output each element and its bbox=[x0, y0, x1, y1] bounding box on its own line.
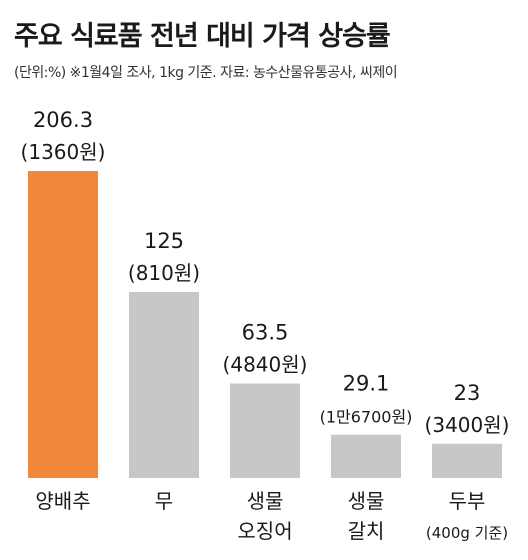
category-label: 갈치 bbox=[348, 519, 385, 543]
chart-subtitle: (단위:%) ※1월4일 조사, 1kg 기준. 자료: 농수산물유통공사, 씨… bbox=[14, 65, 398, 81]
value-label: 23 bbox=[454, 381, 481, 405]
price-label: (1360원) bbox=[21, 140, 106, 164]
price-label: (3400원) bbox=[425, 413, 510, 437]
bar bbox=[28, 171, 98, 478]
category-label: 양배추 bbox=[35, 489, 90, 513]
category-label: (400g 기준) bbox=[426, 524, 508, 542]
price-label: (1만6700원) bbox=[320, 408, 413, 427]
category-label: 두부 bbox=[449, 489, 486, 513]
price-label: (4840원) bbox=[223, 353, 308, 377]
price-label: (810원) bbox=[128, 261, 200, 285]
bar bbox=[432, 443, 502, 478]
category-label: 무 bbox=[155, 489, 173, 513]
value-label: 125 bbox=[144, 229, 184, 253]
bar bbox=[230, 383, 300, 478]
chart-title: 주요 식료품 전년 대비 가격 상승률 bbox=[14, 21, 391, 52]
bar bbox=[129, 292, 199, 478]
value-label: 206.3 bbox=[33, 108, 93, 132]
category-label: 생물 bbox=[247, 489, 284, 513]
value-label: 63.5 bbox=[242, 321, 289, 345]
category-label: 오징어 bbox=[237, 519, 292, 543]
value-label: 29.1 bbox=[343, 372, 390, 396]
category-label: 생물 bbox=[348, 489, 385, 513]
bar bbox=[331, 434, 401, 478]
